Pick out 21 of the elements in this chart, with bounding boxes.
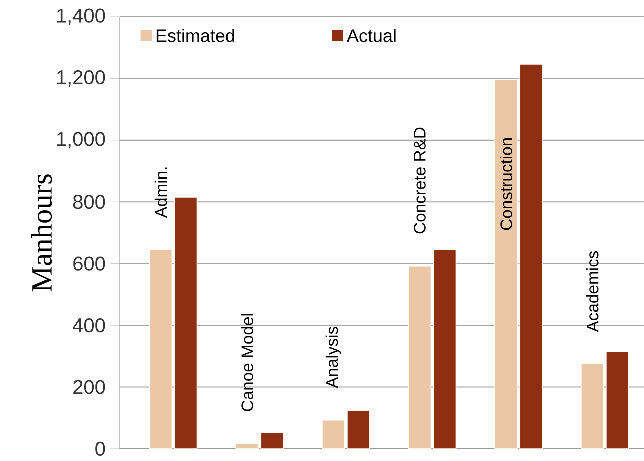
y-tick-label: 400 [73, 318, 106, 333]
x-tick-label: Construction [500, 138, 512, 230]
x-tick-label: Canoe Model [241, 314, 254, 412]
legend-label: Estimated [156, 29, 234, 42]
x-tick-label: Analysis [326, 327, 342, 388]
y-tick-label: 0 [96, 442, 106, 456]
y-tick-label: 1,400 [57, 8, 106, 26]
bar [174, 197, 198, 450]
y-tick-label: 200 [74, 380, 106, 394]
y-tick-label: 800 [73, 195, 106, 210]
y-axis-title: Manhours [31, 174, 52, 292]
bar [149, 250, 173, 450]
y-tick-label: 1,000 [57, 132, 106, 149]
x-tick-label: Academics [586, 251, 599, 332]
y-tick-label: 1,200 [57, 70, 106, 87]
x-tick-label: Concrete R&D [414, 128, 426, 234]
bar [408, 266, 432, 450]
bar [433, 250, 457, 450]
x-tick-label: Admin. [154, 168, 168, 218]
y-tick-label: 600 [74, 256, 106, 271]
legend-label: Actual [346, 29, 396, 42]
